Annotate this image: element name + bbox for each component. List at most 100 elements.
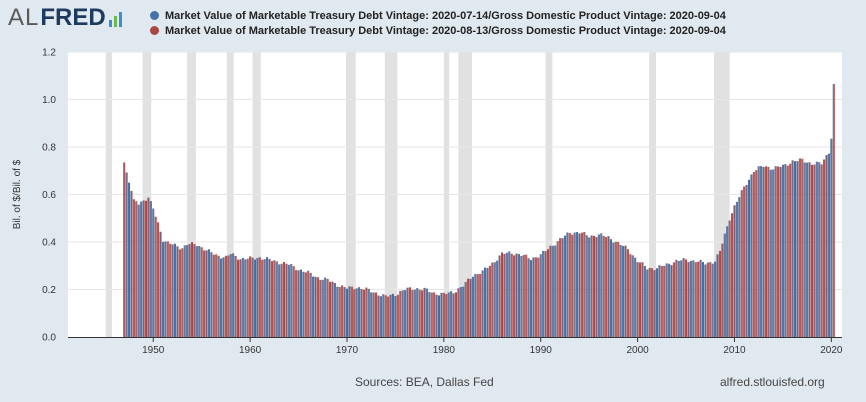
bar-s1-29 [193, 244, 195, 337]
bar-s2-35 [208, 249, 210, 337]
bar-s2-237 [698, 261, 700, 337]
bar-s1-183 [566, 232, 568, 337]
bar-s1-203 [614, 241, 616, 337]
bar-s1-274 [786, 165, 788, 337]
bar-s2-236 [695, 262, 697, 337]
bar-s1-216 [646, 269, 648, 337]
bar-s1-94 [350, 286, 352, 337]
legend-item-1[interactable]: Market Value of Marketable Treasury Debt… [150, 8, 726, 23]
bar-s1-172 [539, 254, 541, 337]
bar-s1-52 [249, 256, 251, 337]
bar-s1-194 [592, 235, 595, 337]
bar-s1-227 [672, 262, 674, 337]
bar-s2-122 [419, 289, 421, 337]
logo-prefix: AL [8, 4, 40, 31]
bar-s2-231 [683, 258, 685, 337]
bar-s1-258 [747, 179, 750, 337]
bar-s1-138 [457, 288, 459, 337]
bar-s2-274 [787, 165, 789, 337]
bar-s2-270 [778, 166, 780, 337]
bar-s2-62 [274, 260, 276, 337]
bar-s1-206 [622, 245, 624, 337]
legend-item-2[interactable]: Market Value of Marketable Treasury Debt… [150, 23, 726, 38]
bar-s2-5 [136, 201, 138, 337]
bar-s1-90 [341, 285, 343, 337]
bar-s2-86 [332, 281, 334, 337]
bar-s2-241 [707, 262, 709, 337]
bar-s2-201 [610, 239, 612, 337]
bar-s2-273 [785, 164, 787, 337]
bar-s2-14 [158, 222, 160, 337]
bar-s1-146 [476, 274, 478, 337]
bar-s1-58 [263, 259, 265, 337]
bar-s2-209 [630, 254, 632, 337]
bar-s1-38 [215, 254, 217, 337]
bar-s2-265 [765, 166, 767, 337]
bar-s2-169 [533, 257, 535, 337]
bar-s2-264 [763, 166, 765, 337]
bar-s2-256 [744, 186, 746, 337]
bar-s1-127 [430, 292, 432, 337]
bar-s1-128 [433, 292, 435, 337]
bar-s1-214 [641, 262, 643, 337]
y-tick-label-6: 1.2 [42, 48, 56, 59]
bar-s2-204 [618, 241, 620, 337]
bar-s2-118 [409, 287, 411, 337]
x-tick-label-2: 1970 [336, 345, 359, 356]
bar-s2-6 [138, 204, 140, 337]
bar-s2-98 [361, 289, 363, 337]
bar-s1-129 [435, 294, 437, 337]
bar-s2-145 [475, 273, 477, 337]
bar-s2-213 [640, 262, 642, 337]
bar-s1-284 [810, 164, 812, 337]
bar-s2-44 [230, 254, 232, 337]
source-url-link[interactable]: alfred.stlouisfed.org [720, 375, 825, 389]
bar-s1-3 [130, 190, 132, 337]
bar-s1-201 [609, 239, 611, 337]
bar-s1-263 [760, 166, 762, 337]
bar-s1-264 [762, 166, 764, 337]
bar-s1-181 [561, 238, 563, 337]
bar-s1-116 [404, 290, 406, 337]
y-tick-label-5: 1.0 [42, 95, 56, 106]
bar-s1-169 [532, 257, 534, 337]
bar-s1-86 [331, 281, 333, 337]
bar-s1-79 [314, 276, 316, 337]
bar-s2-7 [141, 201, 143, 337]
bar-s2-277 [795, 161, 797, 337]
bar-s1-223 [663, 265, 665, 337]
bar-s2-197 [601, 233, 603, 337]
bar-s1-253 [735, 201, 737, 337]
bar-s2-227 [673, 262, 675, 337]
bar-s1-71 [295, 270, 297, 337]
bar-s2-260 [753, 172, 755, 337]
bar-s1-10 [147, 197, 149, 337]
bar-s2-50 [245, 259, 247, 337]
logo-bar-3 [118, 12, 122, 27]
bar-s1-59 [266, 257, 268, 337]
bar-s1-118 [408, 287, 410, 337]
bar-s1-276 [791, 160, 793, 337]
bar-s1-125 [425, 288, 427, 337]
alfred-logo[interactable]: AL FRED [8, 4, 122, 32]
bar-s1-117 [406, 287, 408, 337]
bar-s2-195 [596, 237, 598, 337]
bar-s2-252 [734, 205, 736, 337]
bar-s2-12 [153, 208, 155, 337]
bar-s2-10 [148, 197, 150, 337]
bar-s2-156 [501, 252, 503, 337]
bar-s2-232 [686, 259, 688, 337]
bar-s2-174 [545, 251, 547, 337]
bar-s1-155 [498, 255, 500, 337]
bar-s2-212 [637, 262, 639, 337]
bar-s1-75 [304, 272, 306, 337]
bar-s1-182 [563, 235, 565, 337]
bar-s2-99 [363, 289, 365, 337]
bar-s1-39 [217, 255, 219, 337]
bar-s2-166 [526, 254, 528, 337]
bar-s1-224 [665, 263, 667, 337]
bar-s2-229 [678, 260, 680, 337]
bar-s2-262 [758, 166, 760, 337]
bar-s1-189 [580, 232, 582, 337]
